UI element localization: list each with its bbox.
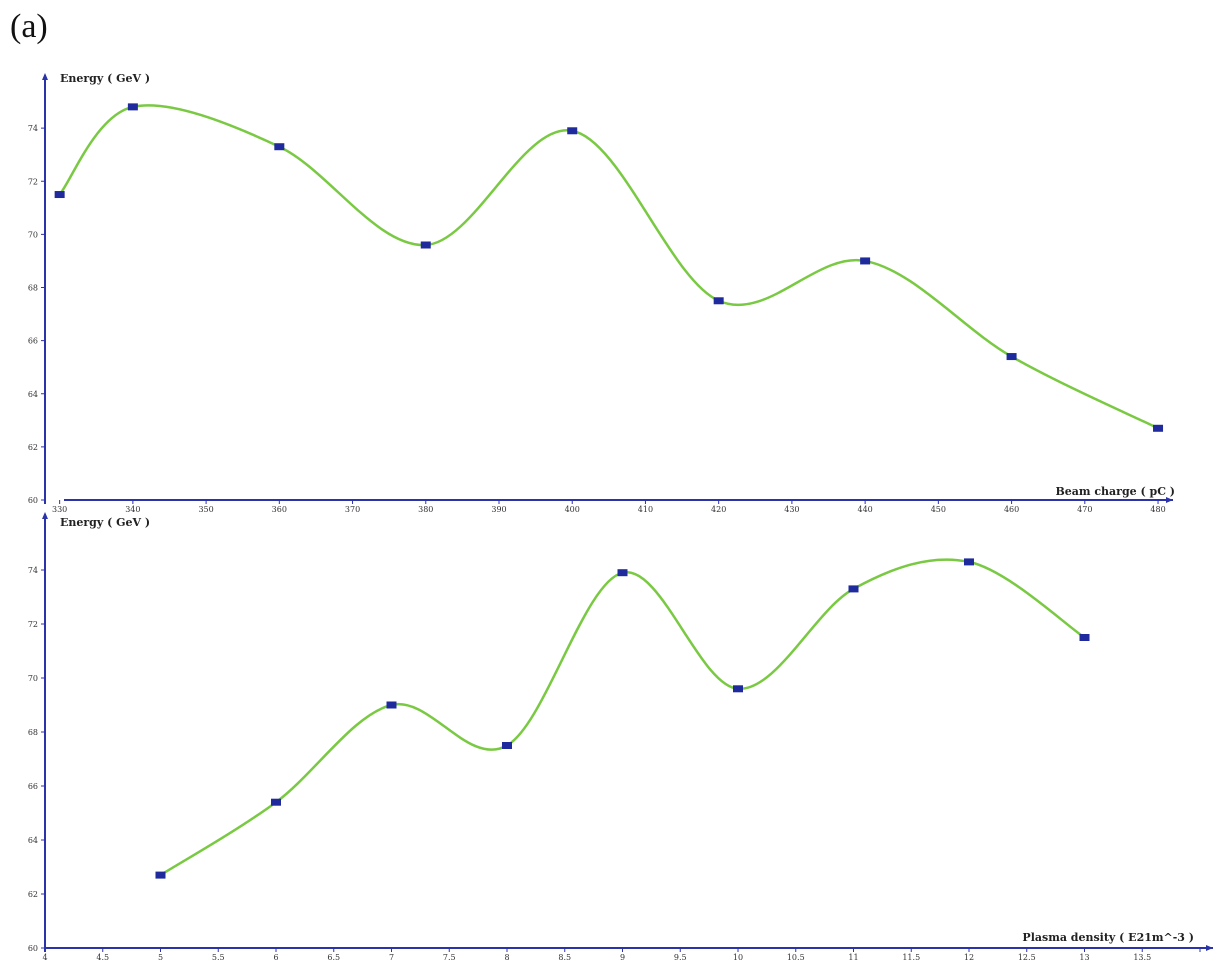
y-tick-label: 62 bbox=[28, 890, 38, 899]
x-tick-label: 8 bbox=[504, 953, 509, 960]
y-axis-title: Energy ( GeV ) bbox=[60, 72, 150, 85]
x-tick-label: 4 bbox=[42, 953, 47, 960]
x-axis-arrow bbox=[1206, 945, 1213, 951]
x-tick-label: 370 bbox=[345, 505, 360, 514]
x-tick-label: 6.5 bbox=[327, 953, 340, 960]
y-tick-label: 68 bbox=[28, 284, 38, 293]
x-tick-label: 11 bbox=[848, 953, 858, 960]
y-tick-label: 60 bbox=[28, 496, 38, 505]
y-tick-label: 74 bbox=[28, 566, 38, 575]
data-point bbox=[386, 701, 397, 709]
data-point bbox=[155, 871, 166, 879]
y-tick-label: 74 bbox=[28, 124, 38, 133]
x-tick-label: 360 bbox=[272, 505, 287, 514]
data-point bbox=[733, 685, 743, 693]
y-tick-label: 72 bbox=[28, 177, 38, 186]
data-point bbox=[1079, 634, 1090, 641]
x-tick-label: 350 bbox=[198, 505, 213, 514]
x-tick-label: 400 bbox=[565, 505, 580, 514]
y-tick-label: 66 bbox=[28, 337, 38, 346]
y-tick-label: 70 bbox=[28, 674, 38, 683]
x-tick-label: 9 bbox=[620, 953, 625, 960]
x-tick-label: 4.5 bbox=[96, 953, 109, 960]
x-tick-label: 12 bbox=[964, 953, 974, 960]
series-line bbox=[58, 104, 1159, 430]
y-axis-arrow bbox=[42, 512, 48, 519]
x-tick-label: 420 bbox=[711, 505, 726, 514]
y-tick-label: 70 bbox=[28, 230, 38, 239]
x-tick-label: 480 bbox=[1150, 505, 1165, 514]
x-tick-label: 330 bbox=[52, 505, 67, 514]
data-point bbox=[848, 585, 859, 593]
y-tick-label: 68 bbox=[28, 728, 38, 737]
x-axis-arrow bbox=[1166, 497, 1173, 503]
data-point bbox=[54, 191, 65, 199]
x-tick-label: 13.5 bbox=[1133, 953, 1151, 960]
y-tick-label: 66 bbox=[28, 782, 38, 791]
x-tick-label: 450 bbox=[931, 505, 946, 514]
x-tick-label: 8.5 bbox=[558, 953, 571, 960]
data-point bbox=[1006, 353, 1017, 361]
y-tick-label: 62 bbox=[28, 443, 38, 452]
x-tick-label: 470 bbox=[1077, 505, 1092, 514]
data-point bbox=[420, 241, 431, 249]
data-point bbox=[502, 742, 512, 749]
data-point bbox=[713, 297, 724, 305]
x-tick-label: 12.5 bbox=[1018, 953, 1036, 960]
data-point bbox=[274, 143, 285, 151]
y-tick-label: 60 bbox=[28, 944, 38, 953]
series-line bbox=[159, 558, 1086, 877]
chart-energy-vs-beam-charge: 330 340 350 360 370 380 390 400 410 420 430 440 450 4… bbox=[28, 72, 1175, 514]
data-point bbox=[271, 798, 281, 806]
y-tick-label: 72 bbox=[28, 620, 38, 629]
y-axis-title: Energy ( GeV ) bbox=[60, 516, 150, 529]
x-tick-label: 9.5 bbox=[674, 953, 687, 960]
x-tick-label: 13 bbox=[1079, 953, 1089, 960]
data-point bbox=[964, 558, 974, 566]
x-tick-label: 6 bbox=[273, 953, 278, 960]
chart-energy-vs-plasma-density: 4 4.5 5 5.5 6 6.5 7 7.5 8 8.5 9 9.5 10 10.5 11 11.5 12 12… bbox=[28, 512, 1213, 960]
data-point bbox=[617, 569, 628, 577]
x-tick-label: 11.5 bbox=[902, 953, 920, 960]
x-tick-label: 410 bbox=[638, 505, 653, 514]
x-axis-title: Plasma density ( E21m^-3 ) bbox=[1022, 931, 1194, 944]
data-point bbox=[127, 103, 138, 111]
data-point bbox=[860, 257, 871, 265]
panel-label: (a) bbox=[10, 8, 48, 45]
x-tick-label: 10.5 bbox=[787, 953, 805, 960]
x-tick-label: 7 bbox=[389, 953, 394, 960]
x-tick-label: 440 bbox=[857, 505, 872, 514]
y-axis-arrow bbox=[42, 73, 48, 80]
x-tick-label: 10 bbox=[733, 953, 743, 960]
data-point bbox=[1153, 424, 1164, 432]
y-tick-label: 64 bbox=[28, 836, 38, 845]
x-tick-label: 460 bbox=[1004, 505, 1019, 514]
data-point bbox=[567, 127, 578, 135]
x-tick-label: 5 bbox=[158, 953, 163, 960]
x-tick-label: 5.5 bbox=[212, 953, 225, 960]
x-tick-label: 380 bbox=[418, 505, 433, 514]
x-tick-label: 7.5 bbox=[443, 953, 456, 960]
y-tick-label: 64 bbox=[28, 390, 38, 399]
x-tick-label: 430 bbox=[784, 505, 799, 514]
x-axis-title: Beam charge ( pC ) bbox=[1055, 485, 1175, 498]
x-tick-label: 340 bbox=[125, 505, 140, 514]
x-tick-label: 390 bbox=[491, 505, 506, 514]
